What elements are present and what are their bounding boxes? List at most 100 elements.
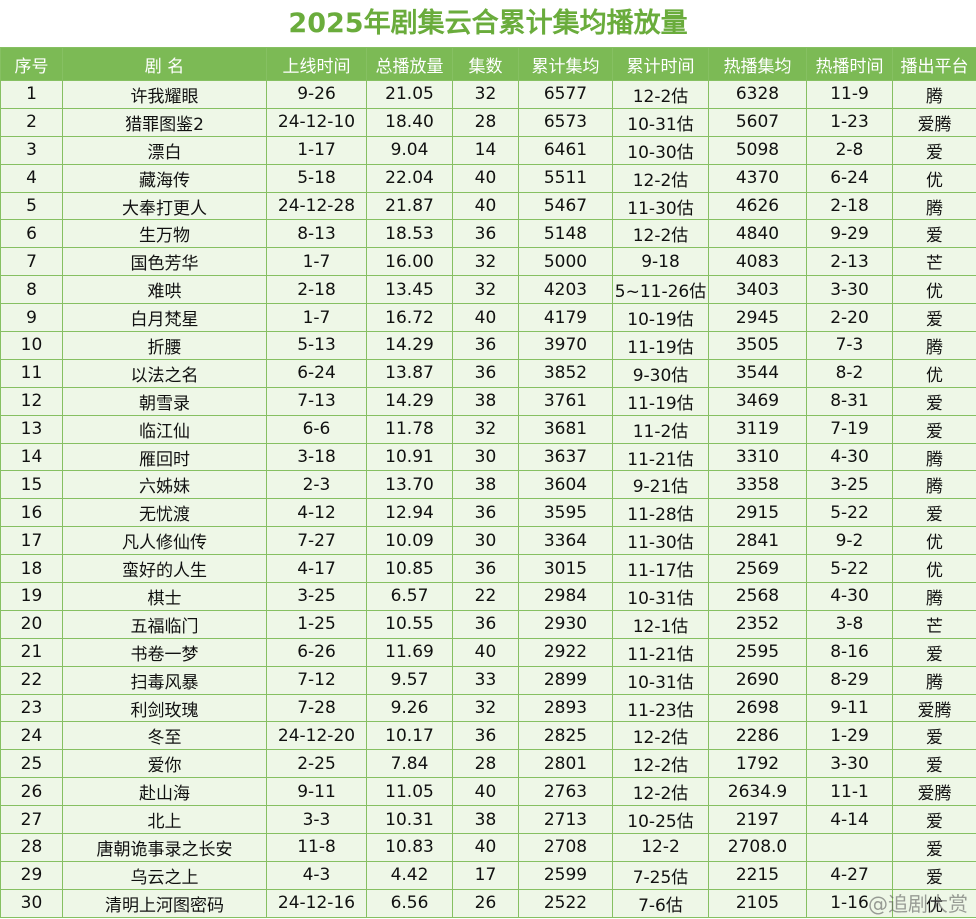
table-cell: 2352 <box>708 609 807 639</box>
table-cell: 40 <box>452 163 519 193</box>
table-cell: 芒 <box>892 609 976 639</box>
table-cell: 3761 <box>518 386 613 416</box>
table-cell: 以法之名 <box>62 358 267 388</box>
table-cell: 爱你 <box>62 749 267 779</box>
table-cell: 2984 <box>518 582 613 611</box>
table-cell: 6-6 <box>266 414 367 444</box>
table-cell: 40 <box>452 637 519 667</box>
table-cell: 11 <box>0 358 63 388</box>
table-row: 14 雁回时 3-18 10.91 30 3637 11-21估 3310 4-30 腾 <box>0 442 976 472</box>
data-table: 序号剧 名上线时间 总播放量 集数 累计集均 累计时间 热播集均 热播时间 播出平台 1 许我耀… <box>0 47 976 918</box>
table-cell: 1-7 <box>266 247 367 277</box>
table-cell: 爱腾 <box>892 693 976 723</box>
table-cell: 5607 <box>708 107 807 137</box>
column-header: 累计集均 <box>518 47 613 81</box>
table-cell: 2 <box>0 107 63 137</box>
table-row: 29 乌云之上 4-3 4.42 17 2599 7-25估 2215 4-27 爱 <box>0 860 976 890</box>
table-cell: 5511 <box>518 163 613 193</box>
table-cell: 9-29 <box>806 219 893 249</box>
table-cell: 5-22 <box>806 498 893 528</box>
table-cell: 1-16 <box>806 888 893 918</box>
table-cell: 33 <box>452 665 519 695</box>
table-cell: 15 <box>0 470 63 500</box>
table-cell: 40 <box>452 303 519 333</box>
table-cell: 2-18 <box>266 275 367 305</box>
table-cell: 爱 <box>892 860 976 890</box>
table-cell: 24 <box>0 721 63 751</box>
table-cell: 11-28估 <box>612 498 709 528</box>
table-cell: 40 <box>452 833 519 862</box>
table-cell: 17 <box>452 860 519 890</box>
table-cell: 10.83 <box>366 833 453 862</box>
table-cell: 凡人修仙传 <box>62 526 267 556</box>
table-cell: 11-23估 <box>612 693 709 723</box>
table-cell: 4-30 <box>806 582 893 611</box>
table-cell: 大奉打更人 <box>62 191 267 221</box>
table-row: 18 蛮好的人生 4-17 10.85 36 3015 11-17估 2569 5-22 优 <box>0 554 976 584</box>
table-cell: 36 <box>452 358 519 388</box>
table-cell: 8-31 <box>806 386 893 416</box>
table-cell: 白月梵星 <box>62 303 267 333</box>
table-cell: 3-30 <box>806 749 893 779</box>
table-cell: 3681 <box>518 414 613 444</box>
table-cell: 22 <box>0 665 63 695</box>
table-row: 1 许我耀眼 9-26 21.05 32 6577 12-2估 6328 11-9 腾 <box>0 80 976 109</box>
table-cell: 8-13 <box>266 219 367 249</box>
table-body: 1 许我耀眼 9-26 21.05 32 6577 12-2估 6328 11-9 腾 2 猎罪图鉴2… <box>0 80 976 918</box>
table-cell: 21 <box>0 637 63 667</box>
table-cell: 扫毒风暴 <box>62 665 267 695</box>
table-cell: 优 <box>892 358 976 388</box>
table-cell: 14 <box>452 135 519 165</box>
table-cell: 20 <box>0 609 63 639</box>
table-cell: 清明上河图密码 <box>62 888 267 918</box>
table-row: 20 五福临门 1-25 10.55 36 2930 12-1估 2352 3-8 芒 <box>0 609 976 639</box>
table-cell: 10.09 <box>366 526 453 556</box>
table-cell: 爱 <box>892 386 976 416</box>
table-cell: 17 <box>0 526 63 556</box>
table-cell: 32 <box>452 414 519 444</box>
table-row: 21 书卷一梦 6-26 11.69 40 2922 11-21估 2595 8-16 爱 <box>0 637 976 667</box>
table-cell: 3119 <box>708 414 807 444</box>
table-cell: 优 <box>892 554 976 584</box>
table-cell: 5000 <box>518 247 613 277</box>
table-cell: 10.17 <box>366 721 453 751</box>
table-cell: 临江仙 <box>62 414 267 444</box>
table-cell: 利剑玫瑰 <box>62 693 267 723</box>
table-cell: 2915 <box>708 498 807 528</box>
table-cell: 冬至 <box>62 721 267 751</box>
table-cell: 4 <box>0 163 63 193</box>
table-cell: 9-11 <box>266 777 367 807</box>
table-cell: 13 <box>0 414 63 444</box>
table-cell: 爱 <box>892 833 976 862</box>
table-cell: 4083 <box>708 247 807 277</box>
table-cell: 3544 <box>708 358 807 388</box>
table-cell: 6-24 <box>806 163 893 193</box>
table-cell: 2945 <box>708 303 807 333</box>
table-row: 10 折腰 5-13 14.29 36 3970 11-19估 3505 7-3 腾 <box>0 331 976 360</box>
table-cell: 6-26 <box>266 637 367 667</box>
table-cell: 12.94 <box>366 498 453 528</box>
table-cell: 2-3 <box>266 470 367 500</box>
table-cell: 7.84 <box>366 749 453 779</box>
table-cell: 14.29 <box>366 386 453 416</box>
table-cell: 2763 <box>518 777 613 807</box>
table-cell: 28 <box>452 107 519 137</box>
table-cell: 3-30 <box>806 275 893 305</box>
table-cell: 28 <box>452 749 519 779</box>
table-cell: 6.56 <box>366 888 453 918</box>
table-cell: 6573 <box>518 107 613 137</box>
table-cell: 爱 <box>892 498 976 528</box>
table-cell: 9.57 <box>366 665 453 695</box>
table-cell: 3310 <box>708 442 807 472</box>
table-cell: 5-22 <box>806 554 893 584</box>
table-cell: 4-17 <box>266 554 367 584</box>
table-cell: 11-17估 <box>612 554 709 584</box>
column-header: 累计时间 <box>612 47 709 81</box>
table-cell: 3358 <box>708 470 807 500</box>
table-cell: 2568 <box>708 582 807 611</box>
table-row: 2 猎罪图鉴2 24-12-10 18.40 28 6573 10-31估 5607 1-23 爱… <box>0 107 976 137</box>
table-cell: 9.04 <box>366 135 453 165</box>
table-row: 24 冬至 24-12-20 10.17 36 2825 12-2估 2286 1-29 爱 <box>0 721 976 751</box>
table-cell: 13.87 <box>366 358 453 388</box>
table-cell: 11.69 <box>366 637 453 667</box>
